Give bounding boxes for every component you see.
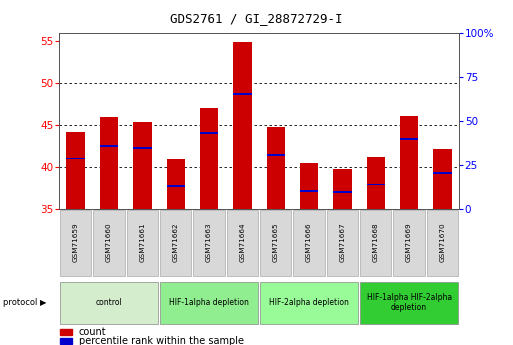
Bar [233, 93, 251, 95]
Bar [267, 127, 285, 209]
Bar [260, 210, 291, 276]
Bar [360, 282, 458, 324]
Text: percentile rank within the sample: percentile rank within the sample [79, 336, 244, 345]
Bar [60, 282, 158, 324]
Text: GSM71660: GSM71660 [106, 222, 112, 262]
Bar [60, 210, 91, 276]
Text: control: control [95, 298, 123, 307]
Bar [133, 147, 151, 149]
Bar [400, 116, 418, 209]
Bar [293, 210, 325, 276]
Text: GSM71668: GSM71668 [373, 222, 379, 262]
Bar [367, 157, 385, 209]
Text: GDS2761 / GI_28872729-I: GDS2761 / GI_28872729-I [170, 12, 343, 25]
Text: GSM71667: GSM71667 [340, 222, 345, 262]
Bar [227, 210, 258, 276]
Bar [267, 154, 285, 156]
Text: GSM71669: GSM71669 [406, 222, 412, 262]
Bar [133, 121, 151, 209]
Bar [200, 132, 218, 134]
Text: GSM71661: GSM71661 [140, 222, 145, 262]
Bar [260, 282, 358, 324]
Bar [93, 210, 125, 276]
Text: GSM71665: GSM71665 [273, 222, 279, 262]
Text: count: count [79, 327, 106, 337]
Bar [67, 132, 85, 209]
Bar [127, 210, 158, 276]
Bar [100, 145, 118, 147]
Text: GSM71670: GSM71670 [440, 222, 445, 262]
Bar [167, 185, 185, 187]
Text: GSM71659: GSM71659 [73, 222, 78, 262]
Text: HIF-1alpha depletion: HIF-1alpha depletion [169, 298, 249, 307]
Bar [160, 210, 191, 276]
Bar [160, 282, 258, 324]
Bar [333, 168, 351, 209]
Text: GSM71666: GSM71666 [306, 222, 312, 262]
Bar [433, 149, 451, 209]
Bar [167, 159, 185, 209]
Bar [360, 210, 391, 276]
Bar [393, 210, 425, 276]
Bar [61, 329, 72, 335]
Bar [300, 190, 318, 192]
Text: HIF-1alpha HIF-2alpha
depletion: HIF-1alpha HIF-2alpha depletion [367, 293, 451, 313]
Bar [193, 210, 225, 276]
Bar [300, 164, 318, 209]
Text: protocol ▶: protocol ▶ [3, 298, 46, 307]
Text: GSM71663: GSM71663 [206, 222, 212, 262]
Text: GSM71664: GSM71664 [240, 222, 245, 262]
Bar [427, 210, 458, 276]
Bar [67, 158, 85, 159]
Bar [233, 42, 251, 209]
Text: GSM71662: GSM71662 [173, 222, 179, 262]
Bar [327, 210, 358, 276]
Bar [433, 172, 451, 174]
Bar [100, 117, 118, 209]
Bar [333, 191, 351, 193]
Text: HIF-2alpha depletion: HIF-2alpha depletion [269, 298, 349, 307]
Bar [200, 108, 218, 209]
Bar [367, 184, 385, 185]
Bar [400, 138, 418, 140]
Bar [61, 337, 72, 344]
